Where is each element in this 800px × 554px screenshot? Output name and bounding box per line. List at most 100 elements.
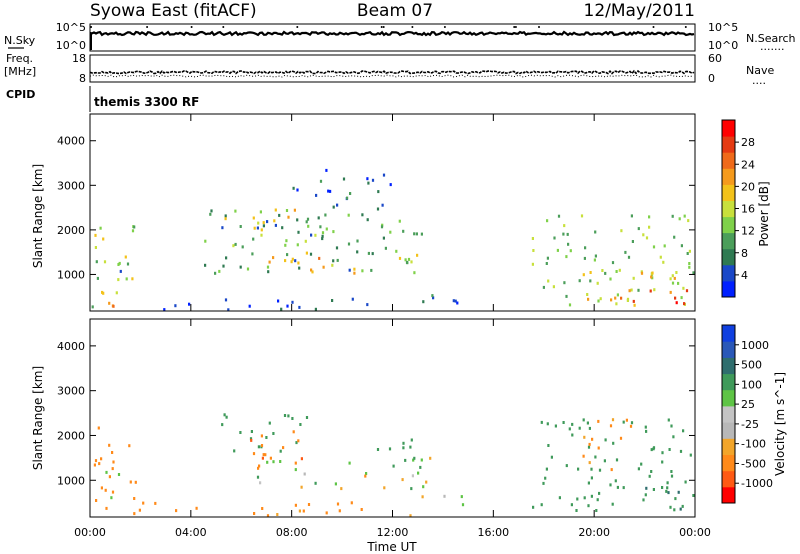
echo-cell xyxy=(284,243,287,247)
echo-cell xyxy=(364,474,367,478)
echo-cell xyxy=(309,252,313,256)
echo-cell xyxy=(674,296,677,300)
echo-cell xyxy=(667,418,670,422)
echo-cell xyxy=(252,216,255,220)
echo-cell xyxy=(670,424,673,428)
freq-trace xyxy=(89,69,695,78)
echo-cell xyxy=(588,442,591,446)
echo-cell xyxy=(223,413,226,417)
echo-cell xyxy=(296,218,299,222)
echo-cell xyxy=(253,226,256,230)
y-tick-label: 4000 xyxy=(57,340,85,353)
echo-cell xyxy=(221,423,224,427)
echo-cell xyxy=(590,467,593,471)
x-tick-label: 00:00 xyxy=(74,526,106,539)
echo-cell xyxy=(222,264,225,268)
echo-cell xyxy=(287,414,290,418)
echo-cell xyxy=(684,480,687,484)
colorbar-swatch xyxy=(722,168,735,185)
echo-cell xyxy=(325,168,328,172)
echo-cell xyxy=(204,263,207,267)
echo-cell xyxy=(94,246,97,249)
nave-label: Nave xyxy=(746,64,774,77)
colorbar-swatch xyxy=(722,280,735,298)
echo-cell xyxy=(260,233,263,237)
echo-cell xyxy=(637,467,640,471)
echo-cell xyxy=(291,417,294,420)
echo-cell xyxy=(671,214,674,218)
colorbar-tick-label: 12 xyxy=(741,225,755,238)
echo-cell xyxy=(417,471,420,475)
echo-cell xyxy=(686,252,689,255)
echo-cell xyxy=(692,271,695,275)
colorbar-swatch xyxy=(722,470,735,488)
echo-cell xyxy=(578,426,581,430)
echo-cell xyxy=(305,416,309,419)
echo-cell xyxy=(264,453,267,457)
echo-cell xyxy=(318,256,321,260)
echo-cell xyxy=(645,429,648,433)
echo-cell xyxy=(117,473,121,476)
echo-cell xyxy=(687,219,690,223)
colorbar-tick-label: -100 xyxy=(741,438,766,451)
echo-cell xyxy=(266,514,270,518)
echo-cell xyxy=(682,429,685,433)
echo-cell xyxy=(392,464,395,468)
echo-cell xyxy=(268,421,271,425)
echo-cell xyxy=(366,218,369,222)
echo-cell xyxy=(575,509,578,512)
x-tick-label: 16:00 xyxy=(477,526,509,539)
echo-cell xyxy=(545,467,548,471)
echo-cell xyxy=(619,436,623,440)
echo-cell xyxy=(611,261,615,265)
echo-cell xyxy=(665,489,668,493)
echo-cell xyxy=(576,497,579,501)
echo-cell xyxy=(679,507,682,511)
freq-tick-bottom-right: 0 xyxy=(708,72,715,85)
echo-cell xyxy=(413,271,416,275)
echo-cell xyxy=(95,499,98,502)
echo-cell xyxy=(425,480,428,484)
echo-cell xyxy=(260,444,264,447)
echo-cell xyxy=(294,259,297,263)
echo-cell xyxy=(382,173,386,177)
echo-cell xyxy=(117,278,120,282)
echo-cell xyxy=(675,271,678,274)
echo-cell xyxy=(553,236,556,240)
echo-cell xyxy=(108,443,111,447)
echo-cell xyxy=(582,454,585,458)
echo-cell xyxy=(292,186,295,190)
echo-cell xyxy=(594,455,597,459)
echo-cell xyxy=(627,255,631,259)
echo-cell xyxy=(110,496,113,500)
echo-cell xyxy=(285,209,289,212)
echo-cell xyxy=(287,215,290,219)
echo-cell xyxy=(384,246,387,250)
echo-cell xyxy=(371,178,375,182)
echo-cell xyxy=(562,232,565,236)
echo-cell xyxy=(622,420,625,424)
echo-cell xyxy=(404,458,407,462)
echo-cell xyxy=(632,299,635,303)
echo-cell xyxy=(234,242,237,246)
echo-cell xyxy=(589,271,592,274)
echo-cell xyxy=(666,481,669,485)
echo-cell xyxy=(615,302,618,306)
echo-cell xyxy=(410,487,413,491)
echo-cell xyxy=(546,422,549,426)
echo-cell xyxy=(632,276,635,280)
nsky-tick-top-left: 10^5 xyxy=(56,21,86,34)
nsearch-label: N.Search xyxy=(746,32,796,45)
echo-cell xyxy=(563,224,566,228)
echo-cell xyxy=(350,501,353,505)
echo-cell xyxy=(668,448,671,451)
echo-cell xyxy=(239,431,242,434)
echo-cell xyxy=(380,225,384,229)
echo-cell xyxy=(596,281,599,285)
y-tick-label: 4000 xyxy=(57,135,85,148)
echo-cell xyxy=(587,297,590,301)
echo-cell xyxy=(645,236,649,240)
colorbar-swatch xyxy=(722,136,735,153)
echo-cell xyxy=(556,248,559,252)
echo-cell xyxy=(648,474,651,478)
